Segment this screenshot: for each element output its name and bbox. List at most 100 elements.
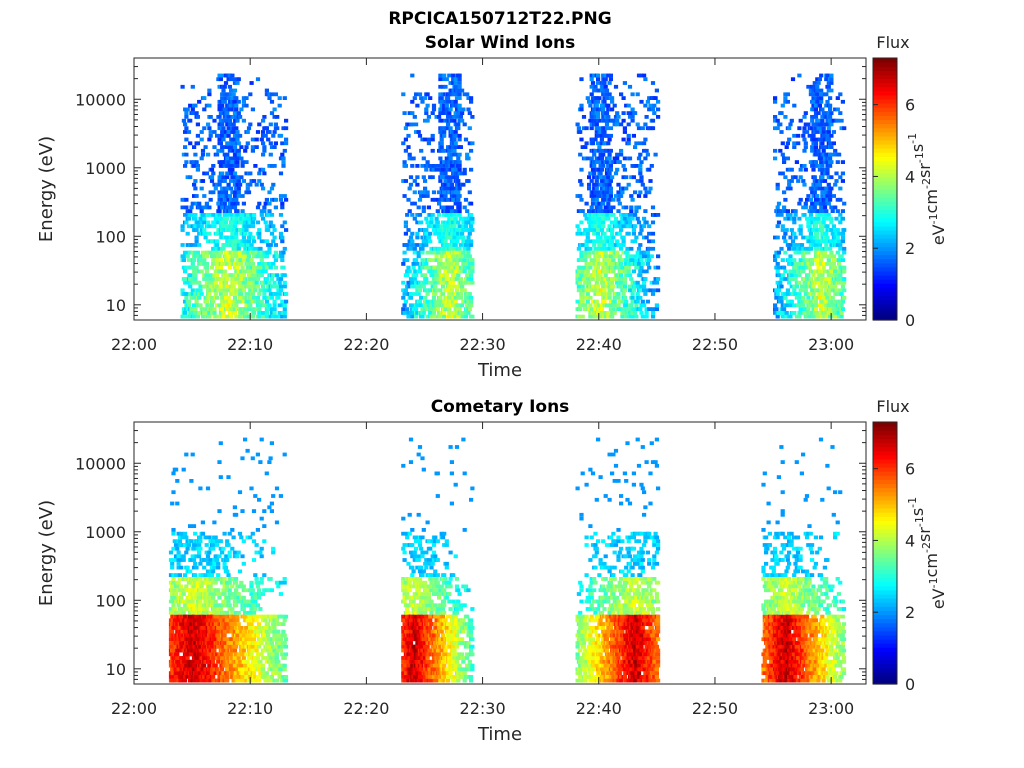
spectrogram-cell: [434, 115, 439, 119]
spectrogram-cell: [197, 292, 202, 296]
spectrogram-cell: [815, 246, 820, 251]
spectrogram-cell: [584, 201, 589, 206]
spectrogram-cell: [792, 288, 797, 293]
spectrogram-cell: [635, 265, 640, 270]
spectrogram-cell: [801, 295, 806, 300]
spectrogram-cell: [168, 641, 174, 645]
spectrogram-cell: [580, 284, 585, 289]
spectrogram-cell: [259, 250, 264, 255]
spectrogram-cell: [822, 250, 828, 255]
spectrogram-cell: [272, 235, 277, 240]
spectrogram-cell: [590, 284, 596, 289]
spectrogram-cell: [813, 107, 819, 112]
spectrogram-cell: [250, 299, 255, 304]
spectrogram-cell: [406, 133, 411, 138]
spectrogram-cell: [597, 167, 602, 172]
spectrogram-cell: [639, 258, 644, 262]
spectrogram-cell: [828, 115, 833, 119]
spectrogram-cell: [592, 73, 597, 78]
spectrogram-cell: [225, 152, 230, 157]
spectrogram-cell: [799, 284, 805, 289]
spectrogram-cell: [820, 280, 825, 285]
spectrogram-cell: [417, 92, 423, 97]
spectrogram-cell: [248, 92, 253, 97]
spectrogram-cell: [272, 107, 277, 112]
spectrogram-cell: [580, 243, 585, 247]
spectrogram-cell: [238, 133, 243, 138]
spectrogram-cell: [452, 224, 457, 229]
spectrogram-cell: [816, 96, 821, 100]
spectrogram-cell: [805, 258, 810, 262]
spectrogram-cell: [594, 179, 599, 183]
spectrogram-cell: [592, 152, 597, 157]
spectrogram-cell: [812, 81, 817, 85]
spectrogram-cell: [788, 314, 793, 319]
spectrogram-cell: [227, 167, 232, 172]
spectrogram-cell: [626, 133, 631, 138]
spectrogram-cell: [253, 246, 258, 251]
spectrogram-cell: [775, 126, 780, 131]
spectrogram-cell: [592, 288, 597, 293]
spectrogram-cell: [177, 535, 182, 540]
spectrogram-cell: [276, 295, 281, 300]
spectrogram-cell: [269, 197, 275, 202]
spectrogram-cell: [607, 197, 612, 202]
spectrogram-cell: [611, 118, 616, 123]
spectrogram-cell: [421, 239, 426, 244]
spectrogram-cell: [252, 213, 257, 217]
spectrogram-cell: [176, 610, 181, 615]
spectrogram-cell: [616, 115, 621, 119]
spectrogram-cell: [444, 111, 449, 115]
spectrogram-cell: [243, 307, 248, 311]
spectrogram-cell: [199, 292, 204, 296]
spectrogram-cell: [576, 284, 581, 289]
spectrogram-cell: [402, 250, 407, 255]
spectrogram-cell: [596, 126, 601, 131]
spectrogram-cell: [199, 220, 204, 225]
x-axis: 22:00 22:10 22:20 22:30 22:40 22:50 23:00: [111, 58, 854, 354]
spectrogram-cell: [170, 678, 175, 683]
spectrogram-cell: [259, 299, 264, 304]
spectrogram-cell: [817, 126, 822, 131]
spectrogram-cell: [221, 118, 226, 123]
spectrogram-cell: [601, 88, 606, 93]
spectrogram-cell: [598, 175, 603, 180]
spectrogram-cell: [467, 307, 472, 311]
spectrogram-cell: [193, 269, 198, 274]
spectrogram-cell: [829, 111, 834, 115]
spectrogram-cell: [226, 182, 231, 187]
spectrogram-cell: [255, 295, 261, 300]
spectrogram-cell: [440, 243, 446, 247]
spectrogram-cell: [431, 269, 437, 274]
spectrogram-cell: [842, 280, 847, 285]
spectrogram-cell: [263, 288, 268, 293]
spectrogram-cell: [594, 182, 599, 187]
spectrogram-cell: [443, 190, 448, 195]
spectrogram-cell: [416, 250, 421, 255]
spectrogram-cell: [197, 280, 202, 285]
spectrogram-cell: [654, 280, 659, 285]
spectrogram-cell: [235, 258, 240, 262]
spectrogram-cell: [181, 258, 186, 262]
spectrogram-cell: [186, 299, 192, 304]
spectrogram-cell: [249, 265, 254, 270]
spectrogram-cell: [470, 269, 475, 274]
spectrogram-cell: [253, 284, 258, 289]
spectrogram-cell: [842, 228, 847, 232]
spectrogram-cell: [275, 273, 280, 278]
spectrogram-cell: [280, 258, 285, 262]
spectrogram-cell: [642, 224, 647, 229]
spectrogram-cell: [654, 303, 659, 308]
spectrogram-cell: [624, 258, 629, 262]
spectrogram-cell: [812, 209, 817, 213]
spectrogram-cell: [806, 194, 811, 198]
spectrogram-cell: [829, 228, 834, 232]
spectrogram-cell: [207, 295, 212, 300]
spectrogram-cell: [231, 148, 236, 153]
spectrogram-cell: [204, 103, 209, 108]
spectrogram-cell: [267, 130, 272, 134]
spectrogram-cell: [241, 179, 246, 183]
spectrogram-cell: [588, 314, 593, 319]
spectrogram-cell: [782, 160, 787, 164]
spectrogram-cell: [182, 607, 188, 611]
